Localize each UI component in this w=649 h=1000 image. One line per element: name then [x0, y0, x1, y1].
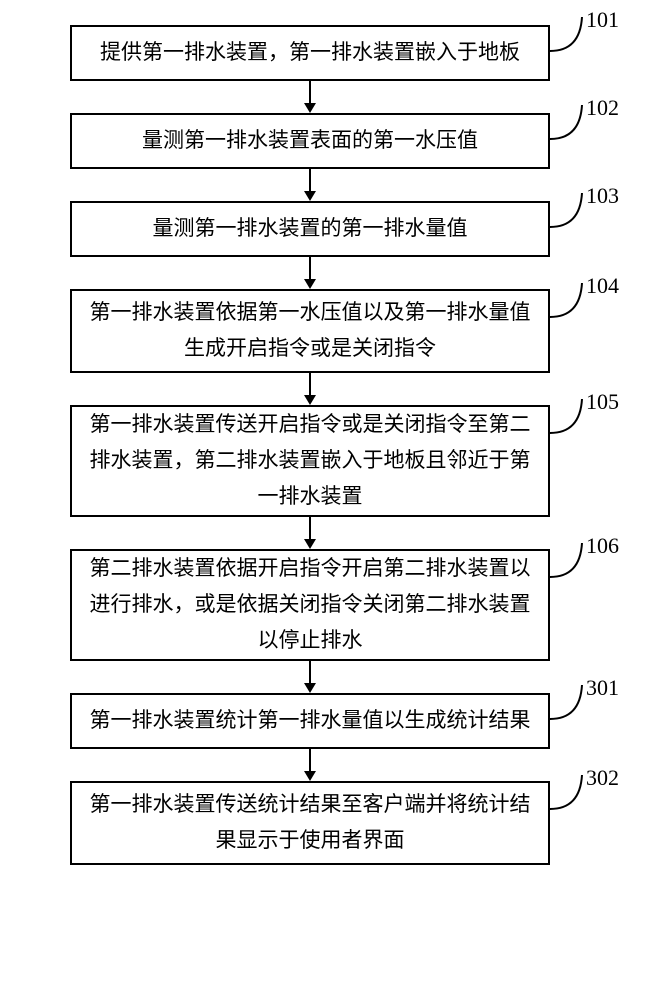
step-label-connector: 101 — [550, 15, 605, 53]
flow-arrow — [70, 373, 550, 405]
step-label-connector: 301 — [550, 683, 605, 721]
flowchart-node: 第一排水装置传送开启指令或是关闭指令至第二排水装置，第二排水装置嵌入于地板且邻近… — [70, 405, 550, 517]
flowchart-node: 量测第一排水装置的第一排水量值 — [70, 201, 550, 257]
flow-arrow — [70, 749, 550, 781]
flowchart-node: 第一排水装置统计第一排水量值以生成统计结果 — [70, 693, 550, 749]
flow-arrow — [70, 257, 550, 289]
flow-arrow — [70, 661, 550, 693]
flowchart-step: 提供第一排水装置，第一排水装置嵌入于地板 101 — [70, 25, 550, 81]
step-label-connector: 105 — [550, 397, 605, 435]
flowchart-node: 第一排水装置依据第一水压值以及第一排水量值生成开启指令或是关闭指令 — [70, 289, 550, 373]
flowchart-step: 第一排水装置依据第一水压值以及第一排水量值生成开启指令或是关闭指令 104 — [70, 289, 550, 373]
flow-arrow — [70, 81, 550, 113]
flow-arrow — [70, 517, 550, 549]
node-text: 第一排水装置传送开启指令或是关闭指令至第二排水装置，第二排水装置嵌入于地板且邻近… — [88, 407, 532, 514]
step-label-connector: 302 — [550, 773, 605, 811]
node-text: 量测第一排水装置的第一排水量值 — [88, 211, 532, 247]
flowchart-step: 第一排水装置传送开启指令或是关闭指令至第二排水装置，第二排水装置嵌入于地板且邻近… — [70, 405, 550, 517]
step-label: 101 — [586, 7, 619, 33]
step-label-connector: 104 — [550, 281, 605, 319]
step-label-connector: 103 — [550, 191, 605, 229]
node-text: 量测第一排水装置表面的第一水压值 — [88, 123, 532, 159]
flow-arrow — [70, 169, 550, 201]
step-label: 302 — [586, 765, 619, 791]
flowchart-step: 量测第一排水装置的第一排水量值 103 — [70, 201, 550, 257]
flowchart-step: 第二排水装置依据开启指令开启第二排水装置以进行排水，或是依据关闭指令关闭第二排水… — [70, 549, 550, 661]
node-text: 第二排水装置依据开启指令开启第二排水装置以进行排水，或是依据关闭指令关闭第二排水… — [88, 551, 532, 658]
step-label-connector: 106 — [550, 541, 605, 579]
step-label: 105 — [586, 389, 619, 415]
flowchart-node: 第二排水装置依据开启指令开启第二排水装置以进行排水，或是依据关闭指令关闭第二排水… — [70, 549, 550, 661]
node-text: 提供第一排水装置，第一排水装置嵌入于地板 — [88, 35, 532, 71]
flowchart-step: 量测第一排水装置表面的第一水压值 102 — [70, 113, 550, 169]
step-label: 301 — [586, 675, 619, 701]
flowchart-container: 提供第一排水装置，第一排水装置嵌入于地板 101 量测第一排水装置表面的第一水压… — [70, 25, 550, 865]
flowchart-node: 提供第一排水装置，第一排水装置嵌入于地板 — [70, 25, 550, 81]
step-label: 104 — [586, 273, 619, 299]
flowchart-step: 第一排水装置传送统计结果至客户端并将统计结果显示于使用者界面 302 — [70, 781, 550, 865]
node-text: 第一排水装置传送统计结果至客户端并将统计结果显示于使用者界面 — [88, 787, 532, 858]
step-label: 103 — [586, 183, 619, 209]
node-text: 第一排水装置依据第一水压值以及第一排水量值生成开启指令或是关闭指令 — [88, 295, 532, 366]
step-label: 102 — [586, 95, 619, 121]
flowchart-step: 第一排水装置统计第一排水量值以生成统计结果 301 — [70, 693, 550, 749]
flowchart-node: 第一排水装置传送统计结果至客户端并将统计结果显示于使用者界面 — [70, 781, 550, 865]
step-label: 106 — [586, 533, 619, 559]
node-text: 第一排水装置统计第一排水量值以生成统计结果 — [88, 703, 532, 739]
flowchart-node: 量测第一排水装置表面的第一水压值 — [70, 113, 550, 169]
step-label-connector: 102 — [550, 103, 605, 141]
